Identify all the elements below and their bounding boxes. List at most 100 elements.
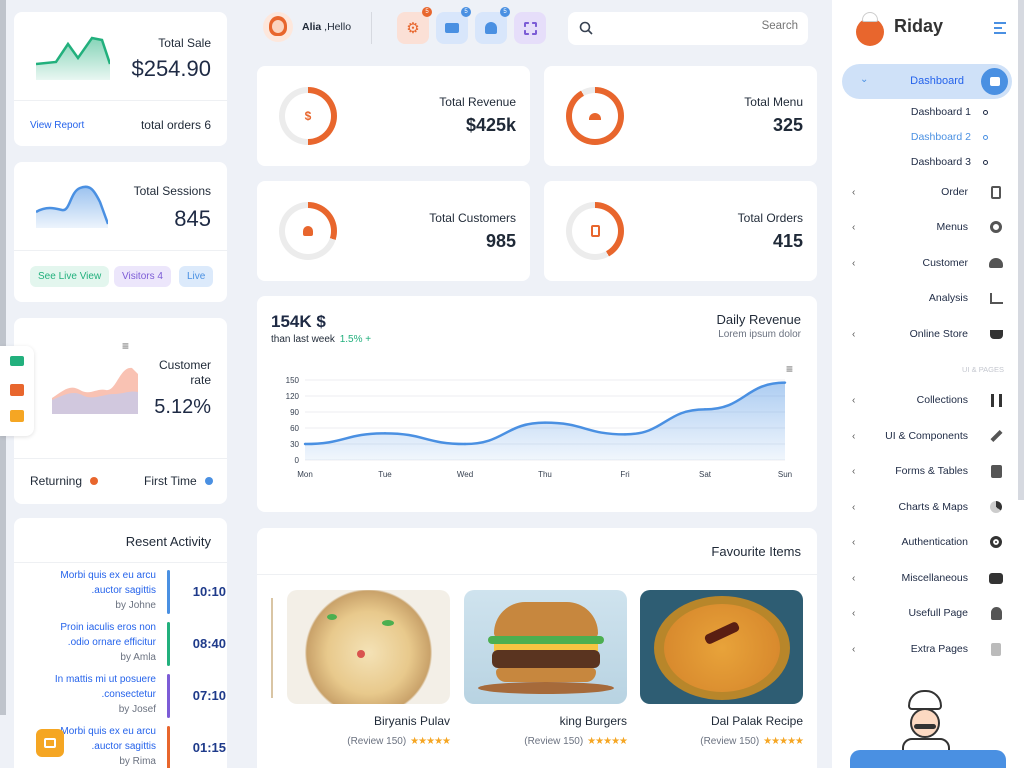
stat-card-customers: Total Customers 985 <box>257 181 530 281</box>
pie-chart-icon <box>988 499 1004 515</box>
activity-row[interactable]: Morbi quis ex eu arcu .auctor sagittis by … <box>14 724 226 768</box>
sidebar-item-analysis[interactable]: Analysis <box>834 284 1004 312</box>
data-point <box>543 421 547 424</box>
fullscreen-button[interactable] <box>514 12 546 44</box>
data-point <box>463 442 467 446</box>
revenue-title: Daily Revenue <box>716 312 801 327</box>
activity-line1: Morbi quis ex eu arcu <box>60 726 156 737</box>
mail-button[interactable]: 5 <box>436 7 471 44</box>
activity-time: 07:10 <box>192 688 226 703</box>
sidebar-subitem-dashboard-3[interactable]: Dashboard 3 <box>911 156 988 168</box>
food-card[interactable]: king Burgers (Review 150) ★★★★★ <box>464 590 628 766</box>
notification-badge: 5 <box>500 7 510 17</box>
stat-card-menu: Total Menu 325 <box>544 66 817 166</box>
star-rating-icon: ★★★★★ <box>587 736 628 747</box>
photo-icon[interactable] <box>10 384 24 396</box>
search-input[interactable] <box>648 20 798 32</box>
divider <box>14 562 227 563</box>
chart-menu-icon[interactable]: ≡ <box>785 362 793 376</box>
sidebar-item-customer[interactable]: ‹ Customer <box>834 249 1004 277</box>
sidebar-item-forms-tables[interactable]: ‹ Forms & Tables <box>834 457 1004 485</box>
sidebar-item-online-store[interactable]: ‹ Online Store <box>834 320 1004 348</box>
live-button[interactable]: Live <box>179 266 214 287</box>
sidebar-item-label: Online Store <box>909 328 968 340</box>
sidebar-item-label: Analysis <box>928 292 968 304</box>
lock-icon <box>988 534 1004 550</box>
view-report-link[interactable]: View Report <box>30 120 85 131</box>
settings-badge: 5 <box>422 7 432 17</box>
sidebar-item-ui-components[interactable]: ‹ UI & Components <box>834 422 1004 450</box>
sidebar-subitem-dashboard-1[interactable]: Dashboard 1 <box>911 106 988 118</box>
user-avatar[interactable] <box>263 12 293 42</box>
sidebar-item-label: Charts & Maps <box>898 501 968 513</box>
activity-author: by Amla <box>120 652 156 663</box>
activity-line1: Morbi quis ex eu arcu <box>60 570 156 581</box>
logo[interactable]: Riday <box>856 10 966 48</box>
see-live-view-button[interactable]: See Live View <box>30 266 110 287</box>
stat-label: Total Menu <box>744 95 803 109</box>
revenue-donut: $ <box>279 87 337 145</box>
books-icon <box>988 392 1004 408</box>
search-box[interactable] <box>568 12 808 45</box>
subitem-label: Dashboard 2 <box>910 131 971 143</box>
clipboard-icon <box>988 184 1004 200</box>
user-icon <box>988 605 1004 621</box>
sidebar-item-collections[interactable]: ‹ Collections <box>834 386 1004 414</box>
activity-row[interactable]: Proin iaculis eros non .odio ornare effic… <box>14 620 226 670</box>
sidebar-item-authentication[interactable]: ‹ Authentication <box>834 528 1004 556</box>
activity-time: 10:10 <box>192 584 226 599</box>
sidebar-item-label: Menus <box>936 221 968 233</box>
food-card[interactable]: Dal Palak Recipe (Review 150) ★★★★★ <box>640 590 804 766</box>
data-point <box>783 381 787 384</box>
chat-icon[interactable] <box>10 410 24 422</box>
right-scrollbar[interactable] <box>1018 0 1024 500</box>
dashboard-label: Dashboard <box>910 75 964 87</box>
dot-icon <box>983 134 988 140</box>
sidebar-promo-button[interactable] <box>850 750 1006 768</box>
stat-value: 325 <box>772 115 803 135</box>
sidebar-item-dashboard[interactable]: ⌄ Dashboard <box>842 64 1012 99</box>
sidebar-subitem-dashboard-2[interactable]: Dashboard 2 <box>911 131 988 143</box>
food-review: (Review 150) ★★★★★ <box>524 736 628 747</box>
document-icon <box>988 463 1004 479</box>
visitors-button[interactable]: Visitors 4 <box>114 266 171 287</box>
sidebar-toggle-icon[interactable] <box>994 22 1006 34</box>
activity-line2: .auctor sagittis <box>91 741 156 752</box>
activity-line1: In mattis mi ut posuere <box>54 674 156 685</box>
divider <box>257 574 817 575</box>
series-area <box>305 382 785 460</box>
activity-row[interactable]: Morbi quis ex eu arcu .auctor sagittis by … <box>14 568 226 618</box>
sidebar-item-miscellaneous[interactable]: ‹ Miscellaneous <box>834 564 1004 592</box>
activity-text: Proin iaculis eros non .odio ornare effic… <box>16 620 156 665</box>
total-sessions-card: Total Sessions 845 See Live View Visitor… <box>14 162 227 302</box>
sidebar-item-usefull-page[interactable]: ‹ Usefull Page <box>834 599 1004 627</box>
menu-icon[interactable]: ≡ <box>122 339 130 353</box>
chat-fab[interactable] <box>36 729 64 757</box>
sidebar-item-order[interactable]: ‹ Order <box>834 178 1004 206</box>
dot-icon <box>983 159 988 165</box>
sidebar-item-charts-maps[interactable]: ‹ Charts & Maps <box>834 493 1004 521</box>
activity-time: 08:40 <box>192 636 226 651</box>
food-review: (Review 150) ★★★★★ <box>347 736 451 747</box>
money-icon[interactable] <box>10 356 24 366</box>
sidebar-item-menus[interactable]: ‹ Menus <box>834 213 1004 241</box>
dollar-icon: $ <box>285 93 331 139</box>
customer-rate-card: ≡ Customer rate 5.12% Returning First Ti… <box>14 318 227 504</box>
avatar-face <box>272 20 284 33</box>
chevron-left-icon: ‹ <box>852 394 856 406</box>
divider <box>14 100 227 101</box>
review-count: (Review 150) <box>700 736 760 747</box>
settings-button[interactable]: ⚙ 5 <box>397 7 432 44</box>
activity-color-bar <box>167 622 170 666</box>
orders-donut <box>566 202 624 260</box>
food-card[interactable]: Biryanis Pulav (Review 150) ★★★★★ <box>287 590 451 766</box>
chevron-left-icon: ‹ <box>852 501 856 513</box>
sidebar-item-label: Miscellaneous <box>901 572 968 584</box>
stat-card-revenue: $ Total Revenue $425k <box>257 66 530 166</box>
sidebar-item-label: Customer <box>922 257 968 269</box>
activity-row[interactable]: In mattis mi ut posuere .consectetur by Jo… <box>14 672 226 722</box>
notification-button[interactable]: 5 <box>475 7 510 44</box>
section-label: UI & PAGES <box>962 365 1004 374</box>
sale-value: $254.90 <box>131 56 211 81</box>
sidebar-item-extra-pages[interactable]: ‹ Extra Pages <box>834 635 1004 663</box>
